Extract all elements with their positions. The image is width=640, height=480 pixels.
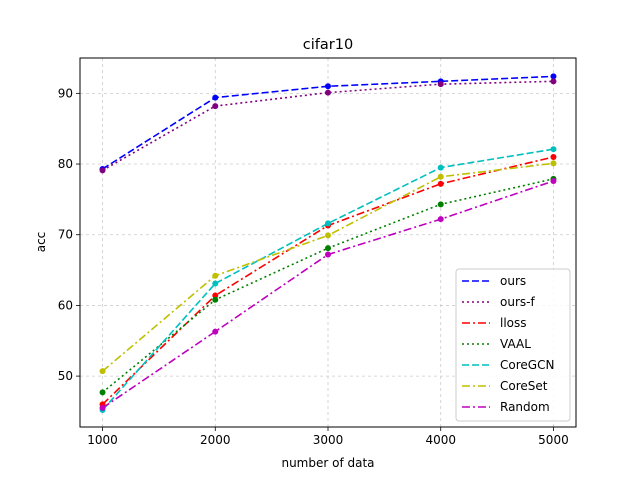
legend-item: CoreGCN bbox=[462, 358, 554, 372]
series-layer bbox=[99, 73, 557, 414]
series-coregcn bbox=[99, 146, 557, 414]
data-point bbox=[550, 146, 557, 153]
data-point bbox=[325, 245, 331, 252]
x-tick-label: 5000 bbox=[538, 433, 569, 447]
y-tick-label: 90 bbox=[58, 86, 73, 100]
legend-box bbox=[455, 268, 571, 422]
data-point bbox=[325, 83, 331, 90]
data-point bbox=[437, 164, 444, 171]
data-point bbox=[437, 180, 444, 187]
legend-label: VAAL bbox=[500, 337, 531, 351]
data-point bbox=[437, 201, 444, 208]
y-tick-label: 60 bbox=[58, 298, 73, 312]
y-tick-label: 70 bbox=[58, 228, 73, 242]
series-random bbox=[99, 178, 557, 411]
data-point bbox=[212, 280, 219, 287]
x-axis-label: number of data bbox=[281, 456, 374, 470]
legend-item: VAAL bbox=[462, 337, 531, 351]
legend: ours ours-f lloss VAAL CoreGCN CoreSet Random bbox=[455, 268, 571, 422]
data-point bbox=[325, 232, 331, 239]
data-point bbox=[437, 216, 444, 223]
legend-label: CoreGCN bbox=[500, 358, 554, 372]
data-point bbox=[99, 404, 106, 411]
y-axis: 50 60 70 80 90 bbox=[58, 86, 80, 383]
data-point bbox=[212, 103, 219, 110]
legend-item: ours bbox=[462, 274, 526, 288]
legend-label: CoreSet bbox=[500, 379, 548, 393]
y-tick-label: 80 bbox=[58, 157, 73, 171]
legend-item: ours-f bbox=[462, 295, 535, 309]
legend-label: lloss bbox=[500, 316, 527, 330]
data-point bbox=[99, 167, 106, 174]
data-point bbox=[212, 296, 219, 303]
data-point bbox=[212, 292, 219, 299]
chart-title: cifar10 bbox=[303, 37, 353, 53]
y-tick-label: 50 bbox=[58, 369, 73, 383]
legend-label: Random bbox=[500, 400, 550, 414]
legend-item: lloss bbox=[462, 316, 527, 330]
series-coreset bbox=[99, 160, 557, 375]
data-point bbox=[212, 328, 219, 335]
y-axis-label: acc bbox=[34, 232, 48, 253]
series-line bbox=[102, 80, 554, 172]
legend-item: Random bbox=[462, 400, 550, 414]
data-point bbox=[325, 220, 331, 227]
x-axis: 1000 2000 3000 4000 5000 bbox=[87, 427, 569, 447]
x-tick-label: 4000 bbox=[425, 433, 456, 447]
series-line bbox=[101, 148, 554, 411]
data-point bbox=[325, 89, 331, 96]
series-ours-f bbox=[99, 78, 557, 174]
legend-label: ours bbox=[500, 274, 526, 288]
data-point bbox=[212, 94, 219, 101]
data-point bbox=[550, 153, 557, 160]
data-point bbox=[325, 251, 331, 258]
data-point bbox=[550, 178, 557, 184]
legend-label: ours-f bbox=[500, 295, 535, 309]
data-point bbox=[550, 78, 557, 85]
x-tick-label: 2000 bbox=[200, 433, 231, 447]
legend-item: CoreSet bbox=[462, 379, 548, 393]
x-tick-label: 1000 bbox=[87, 433, 118, 447]
data-point bbox=[550, 160, 557, 167]
data-point bbox=[99, 389, 106, 396]
data-point bbox=[99, 368, 106, 375]
data-point bbox=[437, 173, 444, 180]
data-point bbox=[212, 272, 219, 279]
data-point bbox=[550, 73, 557, 80]
data-point bbox=[437, 81, 444, 88]
x-tick-label: 3000 bbox=[313, 433, 344, 447]
